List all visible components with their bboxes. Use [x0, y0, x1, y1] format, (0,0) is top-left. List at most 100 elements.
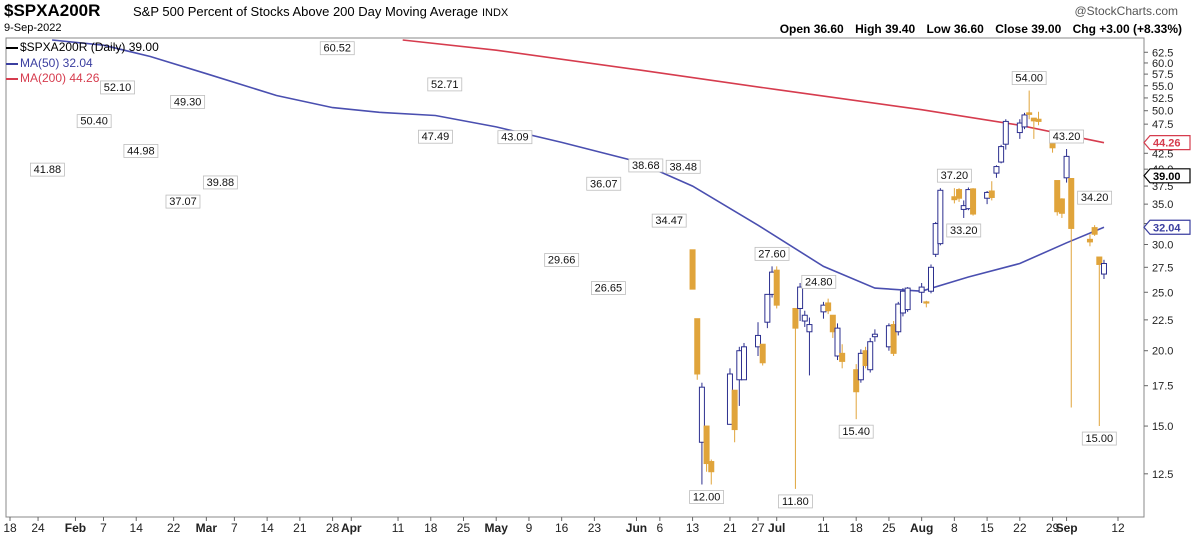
ma200-line [402, 39, 1105, 144]
brand-watermark: @StockCharts.com [1074, 4, 1178, 18]
callout-box [1011, 71, 1047, 85]
candle [890, 321, 897, 357]
candle [998, 144, 1005, 164]
candle-body [801, 314, 808, 322]
candle-body [988, 190, 995, 198]
callout-label: 15.40 [842, 426, 870, 438]
y-tick-label: 50.0 [1152, 106, 1173, 118]
low-label: Low [926, 22, 951, 36]
callout-label: 54.00 [1015, 73, 1043, 85]
plot-frame [5, 37, 1145, 518]
y-tick-label: 12.5 [1152, 469, 1173, 481]
callout-box [778, 494, 813, 509]
y-tick-label: 35.0 [1152, 199, 1173, 211]
y-tick-label: 25.0 [1152, 287, 1173, 299]
candle [857, 349, 864, 383]
candle-body [834, 327, 841, 357]
callout-label: 47.49 [422, 131, 450, 143]
candle-body [857, 352, 864, 381]
value-callout: 38.68 [628, 158, 664, 173]
x-tick-label: 16 [555, 521, 569, 535]
candle-body [1026, 112, 1033, 115]
candle-body [698, 386, 705, 443]
callout-box [586, 176, 622, 191]
ticker-symbol[interactable]: $SPXA200R [4, 1, 101, 20]
callout-box [427, 77, 463, 92]
right-axis-markers: 44.26 39.00 32.04 [1143, 135, 1191, 235]
candle-body [806, 324, 813, 333]
callout-box [202, 175, 238, 190]
candle-body [895, 303, 902, 333]
chart-description: S&P 500 Percent of Stocks Above 200 Day … [133, 4, 478, 19]
candle-body [731, 389, 738, 431]
callout-box [30, 162, 65, 177]
x-tick-label: 14 [260, 521, 274, 535]
candle-body [694, 318, 701, 375]
candle [801, 310, 808, 327]
callout-box [123, 144, 159, 158]
price-marker-label: 32.04 [1153, 222, 1181, 234]
legend-swatch-main [6, 46, 18, 49]
candle [927, 264, 934, 294]
price-marker: 32.04 [1143, 219, 1191, 235]
candle-body [1016, 122, 1023, 134]
candle [871, 329, 878, 342]
value-callout: 43.20 [1049, 129, 1084, 144]
y-tick-label: 55.0 [1152, 81, 1173, 93]
callout-label: 27.60 [758, 248, 786, 260]
callout-box [801, 274, 837, 289]
legend-swatch-ma50 [6, 62, 18, 65]
callout-label: 36.07 [590, 178, 618, 190]
low-value: 36.60 [953, 22, 984, 36]
x-tick-label: 29 [1046, 521, 1060, 535]
candle [1091, 225, 1098, 236]
candle [853, 364, 860, 420]
value-callout: 38.48 [665, 159, 701, 174]
x-tick-label: 21 [293, 521, 307, 535]
candle-body [956, 189, 963, 199]
candle-body [792, 307, 799, 329]
candle [834, 323, 841, 361]
candle [689, 249, 696, 290]
callout-label: 33.20 [950, 225, 978, 237]
callout-label: 41.88 [34, 164, 62, 176]
y-tick-label: 30.0 [1152, 240, 1173, 252]
x-tick-label: 12 [1111, 521, 1125, 535]
value-callout: 27.60 [754, 246, 790, 261]
x-tick-label: May [485, 521, 509, 535]
x-tick-label: 11 [392, 521, 405, 535]
value-callout: 37.07 [165, 194, 201, 209]
callout-label: 29.66 [548, 254, 576, 266]
candle [970, 188, 977, 216]
candle-body [927, 266, 934, 292]
candle [708, 459, 715, 485]
change-label: Chg [1072, 22, 1096, 36]
callout-box [1081, 431, 1117, 446]
candle [703, 425, 710, 472]
candle-body [853, 369, 860, 393]
candle-body [918, 286, 925, 293]
x-tick-label: 18 [850, 521, 864, 535]
callout-box [628, 158, 664, 173]
candle [698, 382, 705, 485]
value-callout: 12.00 [689, 490, 724, 504]
x-tick-label: Apr [341, 521, 362, 535]
close-value: 39.00 [1031, 22, 1062, 36]
callout-box [754, 246, 790, 261]
callout-box [665, 159, 701, 174]
legend-ma200: MA(200) 44.26 [6, 71, 99, 85]
y-tick-label: 52.5 [1152, 93, 1173, 105]
callout-label: 38.48 [669, 161, 697, 173]
value-callout: 24.80 [801, 274, 837, 289]
open-value: 36.60 [813, 22, 844, 36]
value-callout: 34.20 [1077, 190, 1113, 205]
candle-body [937, 189, 944, 245]
legend-ma50-label: MA(50) 32.04 [20, 56, 93, 70]
candle [764, 293, 771, 329]
y-tick-label: 60.0 [1152, 58, 1173, 70]
callout-box [544, 253, 580, 267]
callout-box [651, 213, 687, 228]
value-callout: 33.20 [946, 223, 982, 238]
candle [1054, 180, 1061, 216]
